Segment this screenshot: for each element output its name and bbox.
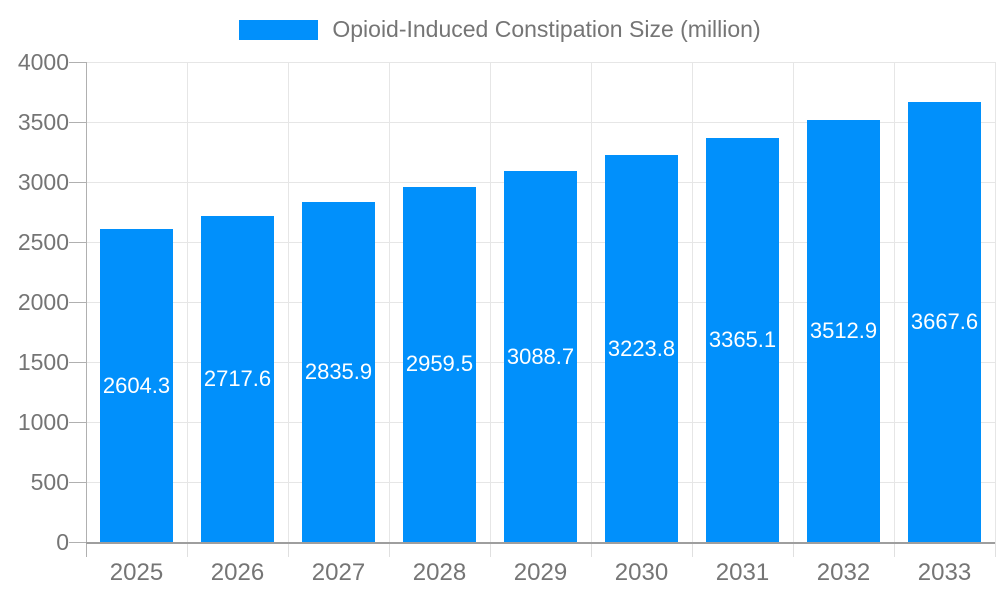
y-axis-tick <box>69 302 86 303</box>
gridline-horizontal <box>86 122 995 123</box>
x-axis-tick <box>187 542 188 557</box>
gridline-vertical <box>187 62 188 542</box>
y-tick-label: 3000 <box>17 169 69 195</box>
x-tick-label: 2025 <box>109 559 164 586</box>
x-axis-tick <box>288 542 289 557</box>
y-axis-tick <box>69 182 86 183</box>
bar[interactable]: 3512.9 <box>807 120 880 542</box>
bar[interactable]: 2959.5 <box>403 186 476 542</box>
x-axis-tick <box>894 542 895 557</box>
y-tick-label: 2500 <box>17 229 69 255</box>
y-axis-tick <box>69 482 86 483</box>
bar[interactable]: 3223.8 <box>605 155 678 542</box>
x-tick-label: 2030 <box>614 559 669 586</box>
bar[interactable]: 2717.6 <box>201 215 274 542</box>
bar[interactable]: 2835.9 <box>302 201 375 542</box>
y-axis-line <box>86 62 87 557</box>
x-tick-label: 2029 <box>513 559 568 586</box>
gridline-vertical <box>490 62 491 542</box>
x-axis-tick <box>389 542 390 557</box>
y-axis-tick <box>69 62 86 63</box>
y-tick-label: 1000 <box>17 409 69 435</box>
bar-value-label: 3365.1 <box>708 327 777 353</box>
x-tick-label: 2028 <box>412 559 467 586</box>
gridline-vertical <box>591 62 592 542</box>
bar[interactable]: 3667.6 <box>908 101 981 542</box>
bar-value-label: 2604.3 <box>102 372 171 398</box>
bar[interactable]: 2604.3 <box>100 229 173 542</box>
y-tick-label: 0 <box>56 529 69 555</box>
bar[interactable]: 3088.7 <box>504 171 577 542</box>
gridline-vertical <box>793 62 794 542</box>
bar-value-label: 3667.6 <box>910 308 979 334</box>
x-axis-baseline <box>86 542 995 544</box>
x-tick-label: 2026 <box>210 559 265 586</box>
y-tick-label: 500 <box>30 469 69 495</box>
y-tick-label: 4000 <box>17 49 69 75</box>
y-axis-tick <box>69 362 86 363</box>
x-axis-tick <box>591 542 592 557</box>
gridline-vertical <box>894 62 895 542</box>
x-tick-label: 2033 <box>917 559 972 586</box>
x-axis-tick <box>793 542 794 557</box>
gridline-horizontal <box>86 62 995 63</box>
gridline-vertical <box>389 62 390 542</box>
gridline-vertical <box>692 62 693 542</box>
bar-value-label: 3223.8 <box>607 335 676 361</box>
legend[interactable]: Opioid-Induced Constipation Size (millio… <box>0 16 1000 43</box>
x-axis-tick <box>490 542 491 557</box>
y-axis-tick <box>69 542 86 543</box>
y-axis-tick <box>69 422 86 423</box>
legend-swatch <box>239 19 319 40</box>
bar-value-label: 3512.9 <box>809 318 878 344</box>
x-tick-label: 2027 <box>311 559 366 586</box>
bar-value-label: 3088.7 <box>506 343 575 369</box>
x-tick-label: 2032 <box>816 559 871 586</box>
bar[interactable]: 3365.1 <box>706 138 779 542</box>
x-axis-tick <box>692 542 693 557</box>
y-tick-label: 1500 <box>17 349 69 375</box>
gridline-vertical <box>288 62 289 542</box>
y-tick-label: 3500 <box>17 109 69 135</box>
bar-value-label: 2959.5 <box>405 351 474 377</box>
y-tick-label: 2000 <box>17 289 69 315</box>
legend-label: Opioid-Induced Constipation Size (millio… <box>332 16 761 42</box>
bar-value-label: 2835.9 <box>304 358 373 384</box>
x-axis-tick <box>995 542 996 557</box>
bar-value-label: 2717.6 <box>203 365 272 391</box>
x-tick-label: 2031 <box>715 559 770 586</box>
y-axis-tick <box>69 122 86 123</box>
gridline-vertical <box>995 62 996 542</box>
y-axis-tick <box>69 242 86 243</box>
